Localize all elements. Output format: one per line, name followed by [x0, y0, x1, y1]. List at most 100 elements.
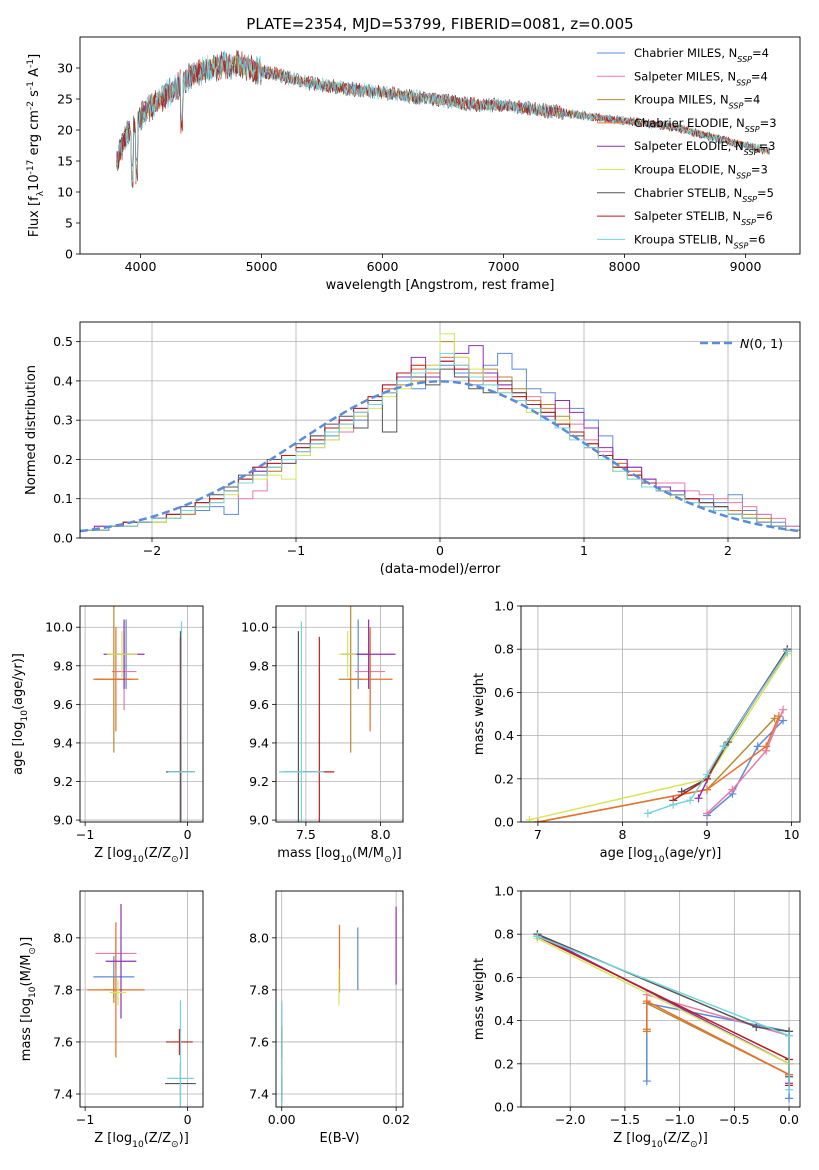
x-tick-label: 7000	[488, 259, 520, 274]
x-tick-label: 0	[436, 543, 444, 558]
x-axis-label: Z [log10(Z/Z⊙)]	[94, 846, 189, 865]
weight-marker	[753, 742, 762, 751]
spectrum-line-salpeter-stelib	[116, 50, 770, 188]
y-axis-label: Flux [fλ10-17 erg cm-2 s-1 A-1]	[26, 54, 46, 237]
spectrum-line-kroupa-stelib	[116, 50, 770, 187]
weight-marker	[779, 705, 788, 714]
weight-line-chabrier-miles	[706, 719, 784, 817]
plot-area-mass_vs_ebv	[281, 906, 397, 1107]
y-axis-label: mass [log10(M/M⊙)]	[19, 937, 38, 1061]
x-tick-label: −1.5	[610, 1112, 640, 1127]
axes-frame	[520, 890, 801, 1108]
legend-label: Chabrier ELODIE, NSSP=3	[634, 116, 777, 133]
x-tick-label: −1.0	[664, 1112, 694, 1127]
y-tick-label: 0.2	[494, 771, 514, 786]
y-tick-label: 0.6	[494, 970, 514, 985]
plot-area-age_vs_Z	[93, 606, 195, 822]
x-tick-label: 0.02	[382, 1112, 410, 1127]
y-tick-label: 0.4	[53, 373, 73, 388]
y-tick-label: 0.0	[494, 1100, 514, 1115]
y-tick-label: 0.2	[53, 452, 73, 467]
y-tick-label: 9.0	[53, 813, 73, 828]
y-tick-label: 0.4	[494, 1013, 514, 1028]
weight-marker	[703, 785, 711, 794]
y-axis-label: age [log10(age/yr)]	[11, 653, 30, 775]
x-tick-label: 0	[184, 827, 192, 842]
weight-marker	[783, 647, 792, 656]
y-tick-label: 0.1	[53, 491, 73, 506]
legend-label: Chabrier MILES, NSSP=4	[634, 46, 769, 64]
legend-label: Chabrier STELIB, NSSP=5	[634, 186, 774, 204]
x-tick-label: −2	[143, 543, 161, 558]
weight-marker	[785, 1085, 794, 1094]
plot-area-residuals	[80, 333, 800, 538]
weight-marker	[752, 1023, 761, 1032]
panel-age_vs_Z: −1 0 9.0 9.2 9.4 9.6 9.8 10.0 Z [log10(Z/Z⊙)] age…	[11, 605, 204, 865]
y-tick-label: 9.6	[53, 697, 73, 712]
axes-frame	[79, 321, 801, 539]
x-axis-label: age [log10(age/yr)]	[600, 846, 722, 865]
legend-label: Kroupa ELODIE, NSSP=3	[634, 163, 768, 181]
x-tick-label: 1	[580, 543, 588, 558]
weight-marker	[703, 809, 711, 818]
weight-marker	[642, 997, 651, 1006]
panel-residuals: −2 −1 0 1 2 0.0 0.1 0.2 0.3 0.4 0.5 (data-model)/er…	[24, 321, 801, 577]
y-tick-label: 8.0	[249, 930, 269, 945]
x-tick-label: 10	[784, 827, 800, 842]
y-tick-label: 9.2	[53, 774, 73, 789]
x-axis-label: (data-model)/error	[380, 562, 501, 577]
weight-marker	[669, 800, 678, 809]
weight-marker	[525, 815, 534, 822]
x-tick-label: −0.5	[719, 1112, 749, 1127]
weight-marker	[719, 742, 728, 751]
y-axis-label: mass weight	[472, 673, 487, 755]
x-tick-label: 0.0	[779, 1112, 799, 1127]
weight-marker	[686, 796, 695, 805]
legend-label: Kroupa MILES, NSSP=4	[634, 93, 760, 111]
y-tick-label: 7.6	[249, 1034, 269, 1049]
y-tick-label: 0	[65, 247, 73, 262]
y-tick-label: 30	[57, 61, 73, 76]
normal-curve	[80, 380, 800, 533]
x-tick-label: 5000	[246, 259, 278, 274]
x-tick-label: 9	[703, 827, 711, 842]
panel-weight_vs_age: 7 8 9 10 0.0 0.2 0.4 0.6 0.8 1.0 age [log10(age/yr…	[472, 599, 801, 865]
y-tick-label: 7.4	[249, 1086, 269, 1101]
y-tick-label: 1.0	[494, 884, 514, 899]
legend-label: Salpeter ELODIE, NSSP=3	[634, 139, 775, 157]
histogram-kroupa-stelib	[80, 352, 800, 538]
y-tick-label: 10.0	[241, 620, 269, 635]
weight-marker	[533, 932, 542, 941]
y-tick-label: 25	[57, 92, 73, 107]
x-axis-label: E(B-V)	[319, 1131, 359, 1146]
y-tick-label: 10	[57, 185, 73, 200]
plot-area-age_vs_mass	[278, 606, 396, 822]
legend-label: Salpeter STELIB, NSSP=6	[634, 209, 773, 227]
x-axis-label: mass [log10(M/M⊙)]	[277, 846, 401, 865]
x-tick-label: −1	[76, 1112, 94, 1127]
y-tick-label: 7.8	[249, 982, 269, 997]
x-tick-label: 4000	[125, 259, 157, 274]
x-tick-label: 0.00	[268, 1112, 296, 1127]
plot-area-weight_vs_age	[525, 645, 792, 822]
y-tick-label: 5	[65, 216, 73, 231]
x-tick-label: 7.5	[296, 827, 316, 842]
y-tick-label: 9.8	[53, 658, 73, 673]
axes-frame	[275, 890, 404, 1108]
weight-marker	[642, 1077, 651, 1086]
y-tick-label: 9.4	[53, 735, 73, 750]
panel-mass_vs_ebv: 0.00 0.02 7.4 7.6 7.8 8.0 E(B-V)	[249, 890, 410, 1146]
weight-marker	[533, 818, 542, 822]
y-tick-label: 7.8	[53, 982, 73, 997]
x-tick-label: 8000	[609, 259, 641, 274]
y-tick-label: 0.3	[53, 413, 73, 428]
plot-area-spectrum	[116, 50, 770, 188]
weight-marker	[642, 1025, 651, 1034]
axes-frame	[79, 890, 204, 1108]
x-tick-label: −1	[76, 827, 94, 842]
y-tick-label: 1.0	[494, 599, 514, 614]
y-tick-label: 0.6	[494, 685, 514, 700]
x-tick-label: 7	[534, 827, 542, 842]
y-tick-label: 8.0	[53, 930, 73, 945]
x-tick-label: 0	[184, 1112, 192, 1127]
